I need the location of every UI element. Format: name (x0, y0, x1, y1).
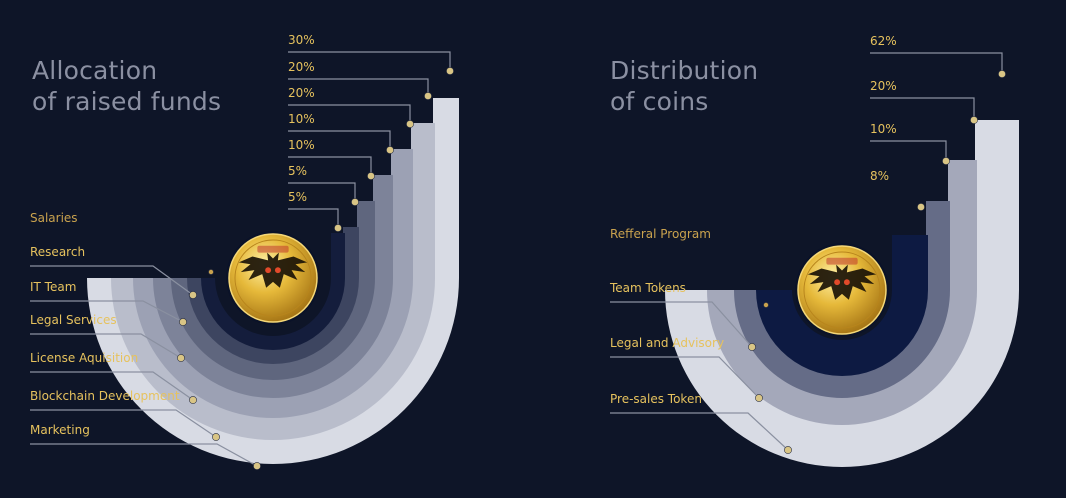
value-leader-it-team (288, 156, 372, 176)
value-leader-legal-services (288, 130, 391, 150)
value-label-legal-services: 10% (288, 112, 315, 126)
category-dot-research (189, 291, 197, 299)
value-leader-license-aquisition (288, 104, 411, 124)
category-dot-license-aquisition (189, 396, 197, 404)
value-dot-license-aquisition (406, 120, 414, 128)
category-leader-pre-sales-token (610, 412, 789, 451)
value-leader-marketing (288, 51, 451, 71)
category-label-team-tokens: Team Tokens (609, 281, 686, 295)
ring-pre-sales-token (842, 120, 1019, 467)
value-label-marketing: 30% (288, 33, 315, 47)
ring-sweep-refferal-program (756, 290, 842, 376)
accent-dot-left (208, 269, 214, 275)
value-label-legal-and-advisory: 20% (870, 79, 897, 93)
ring-sweep-license-aquisition (133, 278, 273, 418)
allocation-title-line2: of raised funds (32, 87, 222, 116)
category-label-it-team: IT Team (30, 280, 76, 294)
value-leader-blockchain-development (288, 78, 429, 96)
ring-sweep-pre-sales-token (665, 290, 842, 467)
ring-sweep-blockchain-development (111, 278, 273, 440)
ring-refferal-program (842, 235, 928, 376)
value-dot-salaries (334, 224, 342, 232)
value-label-research: 5% (288, 164, 307, 178)
value-label-team-tokens: 10% (870, 122, 897, 136)
ring-legal-services (273, 175, 393, 398)
category-dot-legal-and-advisory (755, 394, 763, 402)
allocation-title-line1: Allocation (32, 56, 158, 85)
category-dot-team-tokens (748, 343, 756, 351)
category-dot-marketing (253, 462, 261, 470)
ring-blockchain-development (273, 123, 435, 440)
category-dot-blockchain-development (212, 433, 220, 441)
category-label-pre-sales-token: Pre-sales Token (610, 392, 702, 406)
value-label-salaries: 5% (288, 190, 307, 204)
distribution-title: Distribution of coins (610, 55, 758, 117)
distribution-title-line2: of coins (610, 87, 709, 116)
category-label-license-aquisition: License Aquisition (30, 351, 138, 365)
value-label-pre-sales-token: 62% (870, 34, 897, 48)
allocation-coin-icon (226, 231, 320, 325)
category-leader-marketing (30, 443, 258, 467)
category-leader-it-team (30, 300, 184, 323)
ring-research (273, 227, 359, 364)
category-leader-team-tokens (610, 301, 753, 348)
category-label-research: Research (30, 245, 85, 259)
ring-legal-and-advisory (842, 160, 977, 425)
ring-sweep-legal-services (153, 278, 273, 398)
value-label-license-aquisition: 20% (288, 86, 315, 100)
ring-salaries (273, 233, 345, 350)
ring-sweep-research (187, 278, 273, 364)
category-label-blockchain-development: Blockchain Development (30, 389, 180, 403)
value-dot-pre-sales-token (998, 70, 1006, 78)
category-leader-research (30, 265, 194, 296)
value-dot-legal-and-advisory (970, 116, 978, 124)
category-leader-blockchain-development (30, 409, 217, 438)
ring-it-team (273, 201, 375, 380)
distribution-coin-icon (795, 243, 889, 337)
category-dot-it-team (179, 318, 187, 326)
ring-marketing (273, 98, 459, 464)
allocation-title: Allocation of raised funds (32, 55, 221, 117)
category-label-salaries: Salaries (30, 211, 78, 225)
value-dot-marketing (446, 67, 454, 75)
value-label-refferal-program: 8% (870, 169, 889, 183)
ring-license-aquisition (273, 149, 413, 418)
ring-team-tokens (842, 201, 950, 398)
category-dot-legal-services (177, 354, 185, 362)
category-leader-license-aquisition (30, 371, 194, 401)
distribution-title-line1: Distribution (610, 56, 759, 85)
ring-sweep-salaries (201, 278, 273, 350)
value-label-blockchain-development: 20% (288, 60, 315, 74)
value-leader-team-tokens (870, 140, 947, 161)
value-leader-salaries (288, 208, 339, 228)
value-label-it-team: 10% (288, 138, 315, 152)
value-leader-legal-and-advisory (870, 97, 975, 120)
value-leader-research (288, 182, 356, 202)
accent-dot-right (763, 302, 769, 308)
category-label-legal-services: Legal Services (30, 313, 117, 327)
category-label-marketing: Marketing (30, 423, 90, 437)
value-leader-pre-sales-token (870, 52, 1003, 74)
value-dot-legal-services (386, 146, 394, 154)
category-label-refferal-program: Refferal Program (610, 227, 711, 241)
value-dot-refferal-program (917, 203, 925, 211)
ring-sweep-it-team (171, 278, 273, 380)
category-leader-legal-services (30, 333, 182, 359)
value-dot-it-team (367, 172, 375, 180)
value-dot-research (351, 198, 359, 206)
ring-sweep-marketing (87, 278, 273, 464)
category-leader-legal-and-advisory (610, 356, 760, 399)
category-label-legal-and-advisory: Legal and Advisory (610, 336, 724, 350)
value-dot-team-tokens (942, 157, 950, 165)
category-dot-pre-sales-token (784, 446, 792, 454)
value-dot-blockchain-development (424, 92, 432, 100)
